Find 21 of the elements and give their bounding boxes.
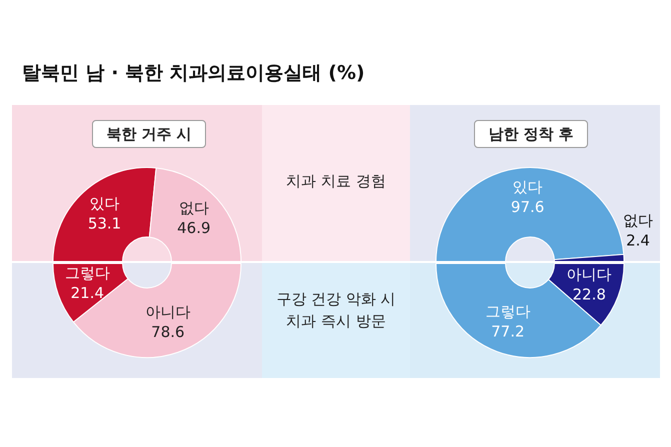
data-label: 78.6 bbox=[151, 323, 185, 342]
text: 구강 건강 악화 시 치과 즉시 방문 bbox=[275, 289, 397, 332]
text: 치과 치료 경험 bbox=[285, 171, 387, 192]
slice-label: 아니다 bbox=[145, 303, 190, 322]
data-label: 77.2 bbox=[491, 322, 525, 341]
slice-label: 없다 bbox=[178, 198, 209, 217]
slice-label: 없다 bbox=[623, 211, 653, 230]
slice-label: 아니다 bbox=[566, 266, 612, 284]
text: 북한 거주 시 bbox=[92, 120, 206, 148]
data-label: 97.6 bbox=[510, 198, 544, 216]
data-label: 22.8 bbox=[572, 286, 606, 304]
data-label: 21.4 bbox=[70, 284, 104, 302]
text: 탈북민 남 · 북한 치과의료이용실태 (%) bbox=[22, 61, 365, 86]
slice-label: 그렇다 bbox=[485, 302, 530, 321]
data-label: 46.9 bbox=[177, 218, 211, 237]
slice-label: 있다 bbox=[512, 178, 543, 196]
data-label: 2.4 bbox=[626, 231, 650, 250]
data-label: 53.1 bbox=[88, 214, 122, 233]
slice-label: 그렇다 bbox=[64, 264, 110, 282]
slice-label: 있다 bbox=[90, 194, 120, 213]
text: 남한 정착 후 bbox=[474, 120, 588, 148]
